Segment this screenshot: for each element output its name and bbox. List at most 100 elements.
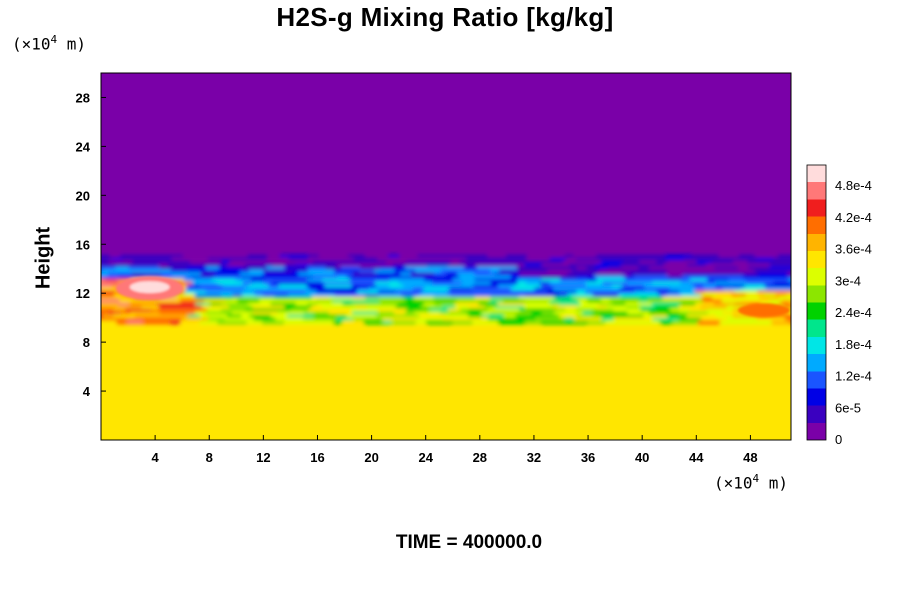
mixing-layer-cell [573, 317, 604, 322]
mixing-layer-cell [626, 281, 655, 286]
mixing-layer-cell [442, 305, 458, 310]
mixing-layer-cell [262, 320, 286, 325]
mixing-layer-cell [620, 296, 637, 301]
mixing-layer-cell [778, 302, 791, 307]
mixing-layer-cell [310, 263, 339, 268]
mixing-layer-cell [476, 266, 496, 271]
mixing-layer-cell [386, 260, 409, 265]
mixing-layer-cell [761, 278, 791, 283]
mixing-layer-cell [534, 287, 556, 292]
mixing-layer-cell [595, 272, 620, 277]
mixing-layer-cell [259, 299, 273, 304]
x-tick-label: 4 [152, 450, 160, 465]
mixing-layer-cell [707, 275, 723, 280]
mixing-layer-cell [478, 302, 500, 307]
mixing-layer-cell [547, 269, 561, 274]
mixing-layer-cell [101, 287, 122, 292]
mixing-layer-cell [743, 275, 759, 280]
mixing-layer-cell [303, 317, 329, 322]
mixing-layer-cell [580, 302, 602, 307]
mixing-layer-cell [165, 275, 193, 280]
mixing-layer-cell [318, 254, 350, 259]
mixing-layer-cell [696, 260, 714, 265]
mixing-layer-cell [777, 254, 791, 259]
mixing-layer-cell [492, 263, 517, 268]
mixing-layer-cell [722, 287, 743, 292]
mixing-layer-cell [452, 278, 477, 283]
mixing-layer-cell [127, 320, 145, 325]
mixing-layer-cell [438, 266, 466, 271]
mixing-layer-cell [457, 290, 481, 295]
mixing-layer-cell [237, 299, 262, 304]
mixing-layer-cell [263, 281, 274, 286]
mixing-layer-cell [771, 290, 791, 295]
mixing-layer-cell [389, 284, 406, 289]
mixing-layer-cell [377, 257, 393, 262]
mixing-layer-cell [472, 284, 501, 289]
mixing-layer-cell [649, 311, 681, 316]
mixing-layer-cell [458, 296, 477, 301]
mixing-layer-cell [268, 284, 281, 289]
mixing-layer-cell [215, 287, 247, 292]
mixing-layer-cell [727, 317, 759, 322]
mixing-layer-cell [606, 296, 623, 301]
colorbar-tick-label: 3e-4 [835, 273, 861, 288]
mixing-layer-cell [284, 305, 314, 310]
mixing-layer-cell [639, 317, 655, 322]
mixing-layer-cell [644, 287, 672, 292]
mixing-layer-cell [514, 284, 531, 289]
mixing-layer-cell [205, 311, 234, 316]
mixing-layer-cell [497, 302, 528, 307]
mixing-layer-cell [410, 272, 436, 277]
mixing-layer-cell [398, 302, 426, 307]
mixing-layer-cell [383, 320, 394, 325]
mixing-layer-cell [729, 284, 747, 289]
mixing-layer-cell [672, 320, 700, 325]
mixing-layer-cell [550, 275, 579, 280]
mixing-layer-cell [178, 260, 192, 265]
mixing-layer-cell [775, 293, 789, 298]
mixing-layer-cell [336, 275, 349, 280]
mixing-layer-cell [630, 320, 662, 325]
mixing-layer-cell [121, 257, 142, 262]
mixing-layer-cell [172, 305, 204, 310]
mixing-layer-cell [635, 284, 647, 289]
mixing-layer-cell [612, 302, 628, 307]
mixing-layer-cell [195, 302, 212, 307]
mixing-layer-cell [183, 254, 208, 259]
mixing-layer-cell [440, 275, 462, 280]
mixing-layer-cell [231, 257, 256, 262]
mixing-layer-cell [376, 302, 401, 307]
colorbar-tick-label: 0 [835, 432, 842, 447]
mixing-layer-cell [732, 314, 748, 319]
mixing-layer-cell [685, 269, 716, 274]
mixing-layer-cell [182, 317, 211, 322]
mixing-layer-cell [518, 296, 542, 301]
mixing-layer-cell [712, 296, 742, 301]
mixing-layer-cell [652, 263, 666, 268]
colorbar [806, 164, 827, 441]
mixing-layer-cell [225, 299, 240, 304]
mixing-layer-cell [659, 320, 675, 325]
mixing-layer-cell [495, 308, 522, 313]
mixing-layer-cell [284, 266, 296, 271]
mixing-layer-cell [394, 269, 417, 274]
mixing-layer-cell [764, 284, 781, 289]
mixing-layer-cell [620, 263, 631, 268]
mixing-layer-cell [622, 284, 638, 289]
mixing-layer-cell [307, 308, 337, 313]
mixing-layer-cell [328, 311, 355, 316]
mixing-layer-cell [101, 317, 113, 322]
mixing-layer-cell [613, 317, 642, 322]
mixing-layer-cell [278, 257, 291, 262]
mixing-layer-cell [101, 308, 116, 313]
mixing-layer-cell [617, 272, 632, 277]
x-tick-label: 40 [635, 450, 649, 465]
mixing-layer-cell [101, 302, 121, 307]
mixing-layer-cell [704, 290, 736, 295]
mixing-layer-cell [150, 308, 181, 313]
mixing-layer-cell [306, 278, 325, 283]
mixing-layer-cell [128, 302, 158, 307]
mixing-layer-cell [186, 284, 202, 289]
mixing-layer-cell [332, 299, 352, 304]
